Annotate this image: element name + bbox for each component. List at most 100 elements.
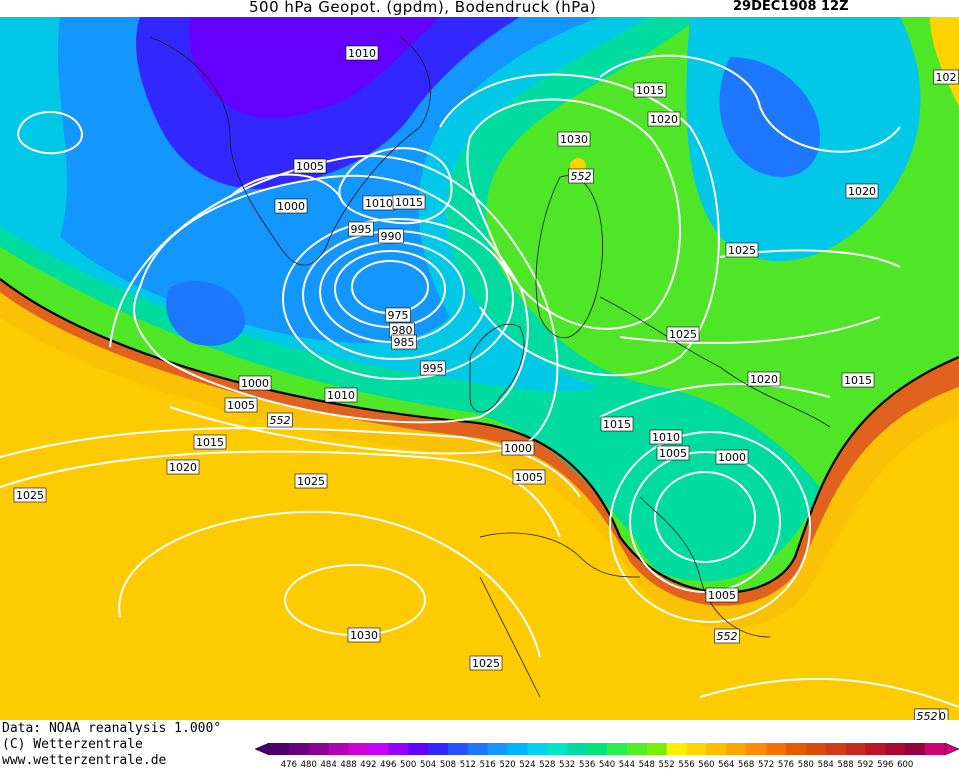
label-text: 552 xyxy=(917,710,938,720)
colorbar-tick-label: 504 xyxy=(420,760,436,770)
label-text: 1020 xyxy=(750,373,778,386)
isobar-label: 1000 xyxy=(238,375,272,391)
isobar-label: 1020 xyxy=(747,371,781,387)
colorbar-swatch xyxy=(766,743,787,755)
isobar-label: 1025 xyxy=(13,487,47,503)
isobar-label: 1015 xyxy=(841,372,875,388)
colorbar-tick-label: 476 xyxy=(281,760,297,770)
isobar-label: 1005 xyxy=(293,158,327,174)
colorbar-tick-label: 540 xyxy=(599,760,615,770)
shading-med-low xyxy=(627,451,760,581)
isobar-label: 1010 xyxy=(362,195,396,211)
colorbar-tick-label: 588 xyxy=(837,760,853,770)
colorbar-swatch xyxy=(527,743,548,755)
label-text: 1005 xyxy=(515,471,543,484)
line-552 xyxy=(0,278,959,594)
label-text: 985 xyxy=(394,336,415,349)
label-text: 1005 xyxy=(659,447,687,460)
isobar-label: 1005 xyxy=(512,469,546,485)
colorbar-swatch xyxy=(666,743,687,755)
isobar-label: 1005 xyxy=(656,445,690,461)
isobar-label: 1000 xyxy=(501,440,535,456)
label-text: 1025 xyxy=(472,657,500,670)
colorbar-tick-label: 520 xyxy=(499,760,515,770)
isobar-label: 975 xyxy=(385,307,411,323)
label-text: 552 xyxy=(717,630,738,643)
colorbar-swatch xyxy=(706,743,727,755)
colorbar-tick-label: 576 xyxy=(778,760,794,770)
colorbar-swatch xyxy=(547,743,568,755)
colorbar-swatch xyxy=(428,743,449,755)
colorbar-arrow-right xyxy=(944,742,959,756)
colorbar-swatch xyxy=(388,743,409,755)
label-text: 1030 xyxy=(350,629,378,642)
colorbar-swatch xyxy=(587,743,608,755)
colorbar-tick-label: 548 xyxy=(639,760,655,770)
colorbar-tick-labels: 476 480 484 488 492 496 500 504 508 512 516 520 524 5… xyxy=(281,760,914,770)
colorbar-swatch xyxy=(607,743,628,755)
isobar-label: 1020 xyxy=(166,459,200,475)
isobar-label: 1005 xyxy=(705,587,739,603)
colorbar-tick-label: 532 xyxy=(559,760,575,770)
label-text: 995 xyxy=(423,362,444,375)
colorbar-tick-label: 508 xyxy=(440,760,456,770)
label-text: 1010 xyxy=(327,389,355,402)
colorbar-tick-label: 488 xyxy=(340,760,356,770)
label-text: 552 xyxy=(270,414,291,427)
colorbar-tick-label: 600 xyxy=(897,760,913,770)
label-text: 1025 xyxy=(297,475,325,488)
shading-east-trough-core xyxy=(719,57,820,177)
geopotential-label: 552 xyxy=(914,708,940,720)
label-text: 1025 xyxy=(16,489,44,502)
colorbar-swatch xyxy=(686,743,707,755)
isobar-label: 1015 xyxy=(600,416,634,432)
shading-east-ridge xyxy=(930,17,959,107)
colorbar-swatch xyxy=(626,743,648,755)
colorbar-swatch xyxy=(308,743,329,755)
isobar-label: 102 xyxy=(933,69,959,85)
colorbar-tick-label: 512 xyxy=(460,760,476,770)
label-text: 1015 xyxy=(395,196,423,209)
label-text: 1000 xyxy=(504,442,532,455)
colorbar-tick-label: 544 xyxy=(619,760,635,770)
copyright-text: (C) Wetterzentrale xyxy=(2,737,143,752)
colorbar-swatch xyxy=(348,743,369,755)
colorbar-tick-label: 492 xyxy=(360,760,376,770)
colorbar-swatch xyxy=(288,743,310,755)
label-text: 980 xyxy=(392,324,413,337)
isobar-label: 995 xyxy=(348,221,374,237)
colorbar-swatch xyxy=(487,743,508,755)
label-text: 1005 xyxy=(227,399,255,412)
colorbar-legend: 476 480 484 488 492 496 500 504 508 512 516 520 524 5… xyxy=(255,742,959,770)
label-text: 1025 xyxy=(669,328,697,341)
label-text: 1020 xyxy=(650,113,678,126)
colorbar-swatch xyxy=(925,743,946,755)
isobar-label: 1000 xyxy=(274,198,308,214)
colorbar-swatch xyxy=(567,743,588,755)
colorbar-tick-label: 560 xyxy=(698,760,714,770)
colorbar-tick-label: 592 xyxy=(857,760,873,770)
label-text: 1000 xyxy=(277,200,305,213)
coastlines xyxy=(149,36,831,698)
colorbar-tick-label: 596 xyxy=(877,760,893,770)
isobar-label: 1025 xyxy=(666,326,700,342)
colorbar-swatch xyxy=(805,743,827,755)
colorbar-swatch xyxy=(447,743,469,755)
label-text: 102 xyxy=(936,71,957,84)
isobar-label: 1025 xyxy=(469,655,503,671)
geopotential-label: 552 xyxy=(568,168,594,184)
label-text: 1010 xyxy=(365,197,393,210)
data-source-text: Data: NOAA reanalysis 1.000° xyxy=(2,721,222,736)
colorbar-swatch xyxy=(785,743,807,755)
colorbar-tick-label: 524 xyxy=(519,760,535,770)
isobar-label: 1015 xyxy=(392,194,426,210)
label-text: 1005 xyxy=(708,589,736,602)
label-text: 1000 xyxy=(718,451,746,464)
colorbar-tick-label: 536 xyxy=(579,760,595,770)
isobar-label: 1005 xyxy=(224,397,258,413)
colorbar-swatch xyxy=(905,743,926,755)
colorbar-swatch xyxy=(845,743,866,755)
colorbar-swatch xyxy=(408,743,429,755)
